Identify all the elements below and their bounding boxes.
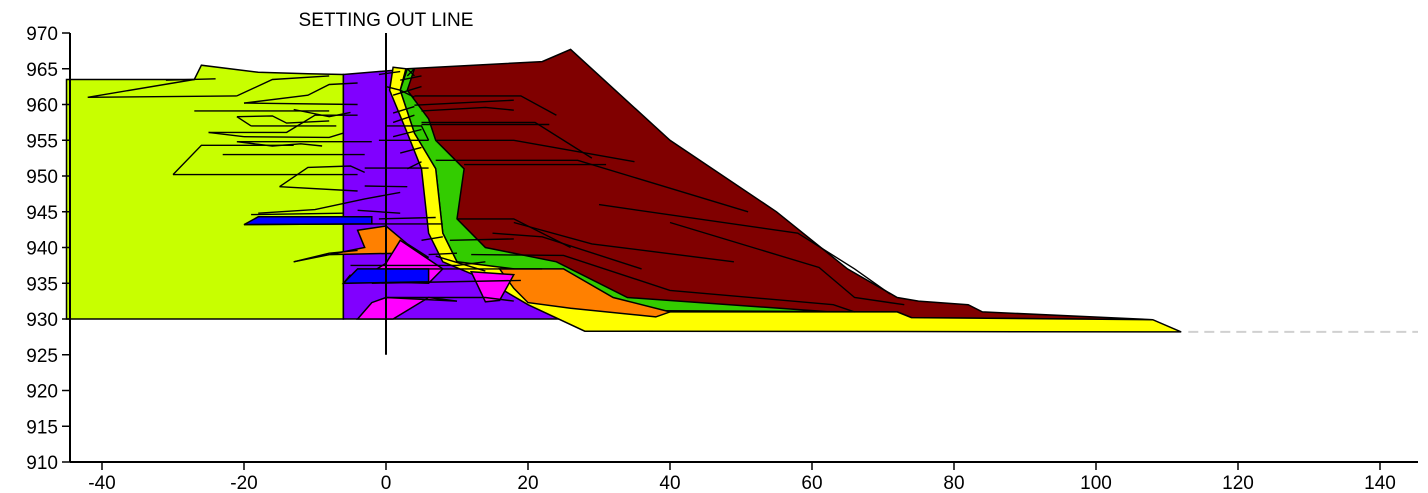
lift-line	[293, 249, 358, 263]
lift-line	[669, 221, 905, 306]
zone-orange-lower	[498, 268, 673, 318]
lift-line	[435, 139, 635, 163]
lift-line	[414, 99, 514, 106]
lift-line	[513, 221, 734, 263]
x-tick-label: 100	[1080, 473, 1112, 493]
lift-line	[386, 296, 514, 302]
lift-line	[243, 132, 344, 139]
lift-line	[279, 165, 365, 188]
x-tick-label: 120	[1222, 473, 1254, 493]
lift-line	[293, 108, 351, 118]
lift-line	[392, 105, 415, 114]
lift-line	[392, 128, 422, 138]
lift-line	[258, 191, 401, 214]
lift-line	[243, 102, 358, 106]
y-tick-label: 915	[26, 417, 58, 438]
lift-line	[421, 121, 593, 159]
zone-lime-fill	[65, 64, 345, 320]
lift-line	[598, 203, 891, 295]
setting-out-line-label: SETTING OUT LINE	[299, 10, 474, 31]
lift-line	[236, 75, 330, 97]
material-zones	[65, 48, 1182, 333]
lift-line	[414, 95, 557, 116]
x-tick-label: 0	[381, 473, 392, 493]
y-tick-label: 930	[26, 310, 58, 331]
lift-line	[172, 144, 294, 176]
lift-line	[243, 82, 358, 104]
axes: 910 915 920 925 930 935 940 945 950 955 960 965 970 -…	[26, 24, 1418, 493]
y-tick-label: 940	[26, 239, 58, 260]
y-tick-label: 950	[26, 167, 58, 188]
x-tick-label: -40	[88, 473, 115, 493]
x-tick-label: 140	[1364, 473, 1396, 493]
lift-line	[471, 253, 855, 313]
lift-line	[243, 223, 372, 226]
lift-line	[378, 70, 401, 76]
lift-line	[392, 85, 422, 96]
lift-line	[435, 159, 749, 213]
y-tick-label: 910	[26, 453, 58, 474]
annotation-layer: SETTING OUT LINE	[299, 10, 474, 355]
y-tick-label: 970	[26, 24, 58, 45]
lift-line	[385, 85, 415, 98]
lift-line	[87, 78, 195, 98]
x-tick-label: 80	[943, 473, 964, 493]
lift-line	[371, 279, 521, 284]
x-tick-label: 40	[659, 473, 680, 493]
y-tick-label: 920	[26, 382, 58, 403]
zone-yellow-filter	[388, 66, 1182, 333]
lift-line	[421, 236, 443, 241]
y-tick-label: 955	[26, 131, 58, 152]
y-tick-label: 960	[26, 96, 58, 117]
lift-line	[279, 186, 358, 192]
lift-line	[492, 232, 642, 270]
lift-line	[208, 114, 358, 134]
x-tick-label: 60	[801, 473, 822, 493]
lift-line	[421, 106, 514, 112]
lift-line	[457, 218, 571, 249]
lift-line	[165, 78, 216, 81]
lift-line	[406, 68, 415, 77]
lift-line	[400, 146, 422, 154]
lift-line	[342, 274, 352, 284]
lift-line	[400, 75, 422, 81]
y-tick-label: 945	[26, 203, 58, 224]
lift-line	[236, 116, 252, 127]
zone-magenta-lower	[355, 296, 458, 320]
lift-line	[449, 238, 514, 241]
x-tick-label: 20	[517, 473, 538, 493]
x-tick-label: -20	[230, 473, 257, 493]
y-tick-label: 935	[26, 274, 58, 295]
construction-lift-lines	[87, 68, 1418, 333]
lift-line	[87, 95, 237, 98]
lift-line	[236, 115, 330, 124]
lift-line	[251, 212, 344, 216]
y-tick-label: 965	[26, 60, 58, 81]
lift-line	[208, 131, 245, 138]
y-tick-label: 925	[26, 346, 58, 367]
lift-line	[428, 252, 458, 256]
zone-magenta-mid	[469, 270, 516, 303]
lift-line	[378, 216, 436, 220]
lift-line	[392, 114, 415, 124]
lift-line	[357, 209, 401, 214]
lift-line	[386, 125, 430, 141]
